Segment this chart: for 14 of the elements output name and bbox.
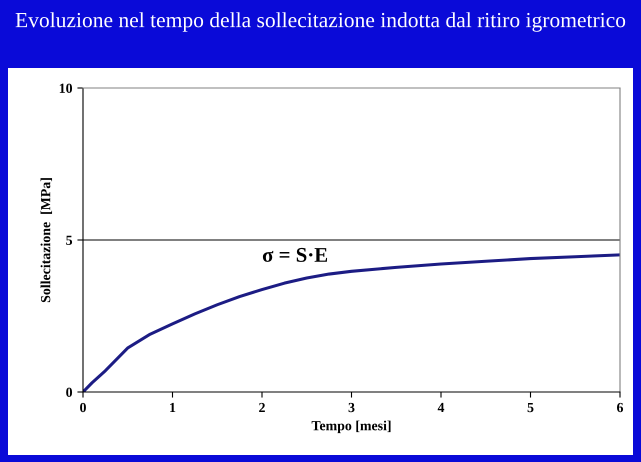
x-axis-title: Tempo [mesi] [312, 420, 391, 434]
y-tick-label: 5 [66, 236, 72, 245]
y-axis-title: Sollecitazione [MPa] [40, 178, 52, 302]
x-tick-label: 5 [528, 402, 534, 412]
chart-title: Evoluzione nel tempo della sollecitazione indotta dal ritiro igrometrico [16, 12, 626, 32]
x-tick-label: 4 [438, 402, 444, 412]
x-tick-label: 2 [259, 402, 265, 412]
x-tick-label: 1 [170, 402, 176, 412]
x-tick-label: 6 [617, 402, 624, 412]
x-tick-label: 0 [80, 402, 86, 412]
x-tick-label: 3 [348, 402, 354, 412]
y-tick-label: 10 [60, 84, 72, 93]
annotation: σ = S·E [262, 248, 328, 262]
y-tick-label: 0 [66, 388, 72, 397]
